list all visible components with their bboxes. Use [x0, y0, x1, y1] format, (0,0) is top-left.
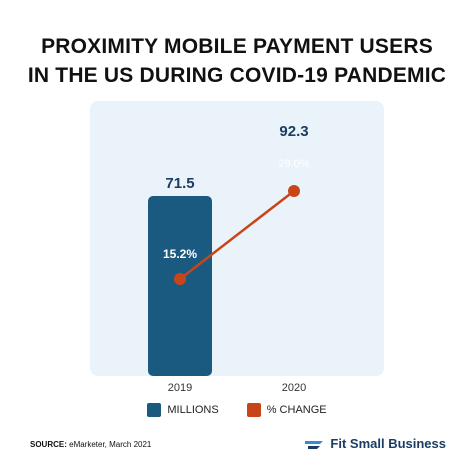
source-label: SOURCE: [30, 440, 67, 449]
chart-title: PROXIMITY MOBILE PAYMENT USERS IN THE US… [0, 32, 474, 90]
bar-value-label-2020: 92.3 [279, 123, 308, 140]
series-line-percent-change [179, 190, 295, 280]
x-tick-label-2020: 2020 [282, 382, 306, 394]
legend-label-percent-change: % CHANGE [266, 404, 327, 416]
legend-swatch-millions [147, 403, 162, 417]
brand-name: Fit Small Business [330, 436, 446, 451]
line-point-2020 [288, 185, 300, 197]
line-point-2019 [174, 273, 186, 285]
x-tick-label-2019: 2019 [168, 382, 192, 394]
legend-item-percent-change: % CHANGE [246, 403, 327, 417]
chart-panel [90, 101, 384, 376]
line-value-label-2019: 15.2% [163, 247, 197, 261]
source-text: eMarketer, March 2021 [66, 440, 152, 449]
legend-item-millions: MILLIONS [147, 403, 219, 417]
chart-legend: MILLIONS % CHANGE [0, 403, 474, 417]
line-value-label-2020: 29.0% [278, 158, 309, 170]
legend-label-millions: MILLIONS [167, 404, 219, 416]
fsb-logo-icon [305, 440, 324, 449]
chart-title-line-1: PROXIMITY MOBILE PAYMENT USERS [41, 35, 433, 58]
brand-logo: Fit Small Business [303, 436, 446, 451]
legend-swatch-percent-change [246, 403, 261, 417]
chart-title-line-2: IN THE US DURING COVID-19 PANDEMIC [27, 64, 447, 87]
bar-2019 [148, 196, 212, 376]
source-note: SOURCE: eMarketer, March 2021 [30, 440, 151, 449]
bar-value-label-2019: 71.5 [165, 175, 194, 192]
